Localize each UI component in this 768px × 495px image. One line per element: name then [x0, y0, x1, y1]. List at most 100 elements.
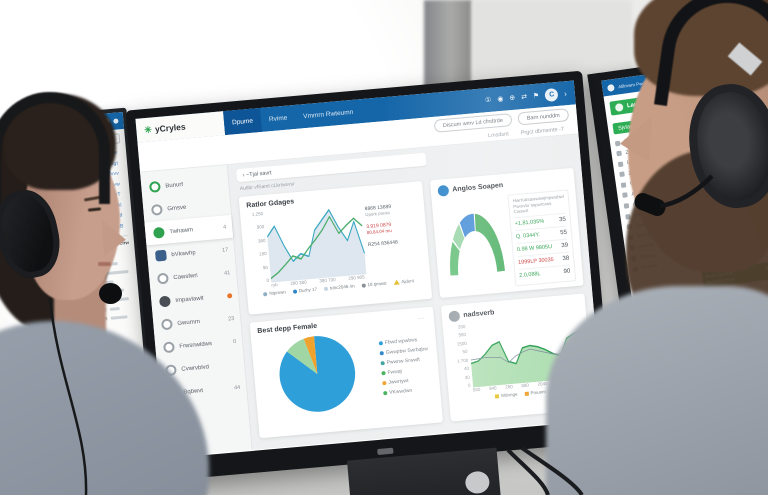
legend-marker	[495, 393, 500, 399]
axis-tick: 290 905	[348, 274, 365, 281]
chevron-right-icon[interactable]: ›	[563, 88, 568, 98]
map-side-row: 28	[102, 313, 136, 321]
pie-legend-item: Fwwqt	[381, 366, 430, 376]
toolbar-button[interactable]: Barn nunddm	[517, 108, 570, 126]
selected-menu-item[interactable]: Sjvlasve	[612, 114, 676, 135]
line-chart	[265, 203, 367, 283]
map-meta: tu cfrw	[114, 239, 130, 246]
left-monitor-link[interactable]: uwvAl	[107, 201, 122, 210]
left-monitor-link[interactable]: AvwvT	[104, 191, 122, 199]
toolbar-meta-text: Prgct dbmsmte -7	[520, 126, 565, 137]
menu-item-icon	[629, 245, 636, 251]
more-options-icon[interactable]: …	[417, 313, 426, 322]
sidebar-badge: 4	[222, 223, 227, 231]
legend-item: Pmunm	[524, 389, 546, 396]
chart-stats: 8868 13689 Upsrk prena 3.919 0879 80,84,04 …	[360, 198, 422, 275]
check-circle-icon	[162, 341, 175, 354]
legend-item: Mdnnge	[495, 392, 518, 399]
menu-item-label: TGlvwt	[639, 252, 657, 261]
sidebar-item-label: Gwumrn	[177, 318, 201, 327]
axis-tick: 940	[488, 385, 497, 392]
check-icon	[152, 226, 165, 239]
gauge-stat-label: Q. 0344Y.	[515, 231, 541, 240]
gauge-stat-label: +1,81,035%	[514, 218, 545, 228]
left-monitor-button[interactable]: Edur	[89, 133, 121, 146]
left-monitor-link[interactable]: MELwvnw	[92, 149, 118, 158]
status-icon[interactable]: ◉	[497, 95, 504, 104]
menu-item-icon	[631, 255, 637, 262]
book-icon	[158, 295, 171, 308]
legend-label: Pmunm	[530, 389, 547, 396]
axis-tick: 280 380	[290, 279, 307, 286]
leaf-icon	[166, 387, 179, 400]
legend-item: Durhy 17	[292, 286, 318, 294]
legend-label: Durhy 17	[298, 286, 318, 294]
left-monitor-link[interactable]: TwvwB	[106, 222, 124, 231]
left-monitor-link[interactable]: Jwwvd	[106, 212, 123, 220]
map-side-bar	[106, 296, 130, 302]
axis-tick: 1.700	[456, 357, 469, 364]
map-side-value: 7	[98, 279, 102, 286]
target-icon	[148, 180, 161, 193]
pie-legend-item: Gwwpbw Swrbqbw	[379, 346, 429, 356]
sidebar-badge: 17	[221, 246, 229, 254]
left-monitor-link[interactable]: Uvw-mvgt	[94, 160, 119, 169]
map-chart	[31, 250, 103, 368]
menu-item-label: Jvwvbr	[638, 241, 655, 251]
table-cell: 3043 0yv	[716, 354, 737, 362]
sidebar-item-label: Gmsve	[167, 204, 187, 212]
menu-item-label: uVvlwt	[633, 210, 650, 219]
map-side-row: 6	[101, 295, 135, 303]
toolbar-meta-text: Lmsdsnt	[487, 131, 510, 140]
topbar-dot-icon	[91, 120, 97, 126]
menu-item-icon	[623, 203, 630, 209]
left-monitor-screen: Edur MELwvnw Uvw-mvgt twr-fvvv MyPwvw AvwvT u…	[17, 129, 145, 372]
left-monitor-link[interactable]: twr-fvvv	[99, 170, 120, 179]
menu-item-label: Bvwvwm	[623, 136, 645, 146]
legend-item: 18 tjmwst	[361, 281, 387, 288]
banner-title: Lautpjkrlaywrt	[626, 97, 669, 110]
globe-icon[interactable]: ⊕	[509, 94, 516, 103]
chart-stat: 8868 13689 Upsrk prena	[364, 202, 417, 217]
stand-cable-hole	[464, 470, 491, 495]
menu-item-label: Cwvwpr	[635, 220, 654, 230]
gauge-stats: HwrKatsawwswjmpwubwl Pwmvbr twpwrtvws Cw…	[507, 189, 577, 287]
left-monitor-link[interactable]: MyPwvw	[98, 180, 121, 189]
info-circle-icon[interactable]: ①	[484, 96, 492, 105]
monitor-brand-logo	[377, 447, 394, 456]
gauge-stat-label: 1999LP 30035	[517, 256, 554, 266]
map-side-value: 28	[102, 315, 108, 322]
sidebar-item-label: Bqbwvt	[183, 387, 204, 396]
gauge-stat-label: 2.0,088L	[519, 271, 541, 279]
axis-tick: 30	[464, 374, 470, 380]
map-side-row: 7	[99, 277, 133, 285]
app-logo-text: yCryles	[154, 121, 186, 135]
notification-dot	[226, 293, 233, 299]
legend-marker	[292, 288, 297, 294]
map-side-row: 41	[98, 268, 132, 276]
left-monitor-link-list: MELwvnw Uvw-mvgt twr-fvvv MyPwvw AvwvT uwvAl J…	[23, 149, 128, 237]
map-side-bar	[104, 252, 113, 257]
legend-marker	[380, 361, 385, 366]
map-side-value: 41	[98, 270, 104, 277]
flag-icon[interactable]: ⚑	[532, 92, 540, 101]
menu-item-icon	[614, 140, 621, 146]
grid-icon	[154, 249, 167, 262]
menu-item-icon	[616, 150, 622, 157]
nav-tab[interactable]: Dpume	[223, 107, 262, 136]
nav-tab[interactable]: Rvime	[268, 114, 288, 123]
map-side-row: 14	[97, 250, 131, 258]
gauge-stat-value: 38	[562, 255, 570, 263]
sync-icon[interactable]: ⇄	[520, 93, 528, 102]
legend-marker	[383, 390, 388, 396]
map-side-bar	[107, 288, 125, 293]
legend-label: Gwwpbw Swrbqbw	[385, 346, 429, 356]
legend-marker	[379, 351, 384, 356]
map-side-value: 12	[101, 306, 107, 313]
legend-marker	[524, 391, 529, 396]
toolbar-button[interactable]: Discum wmv Ld cfndtrde	[433, 113, 513, 133]
gauge-chart	[438, 195, 510, 284]
avatar[interactable]: C	[544, 87, 559, 102]
menu-item-label: Zvpwvlrg	[628, 167, 649, 177]
